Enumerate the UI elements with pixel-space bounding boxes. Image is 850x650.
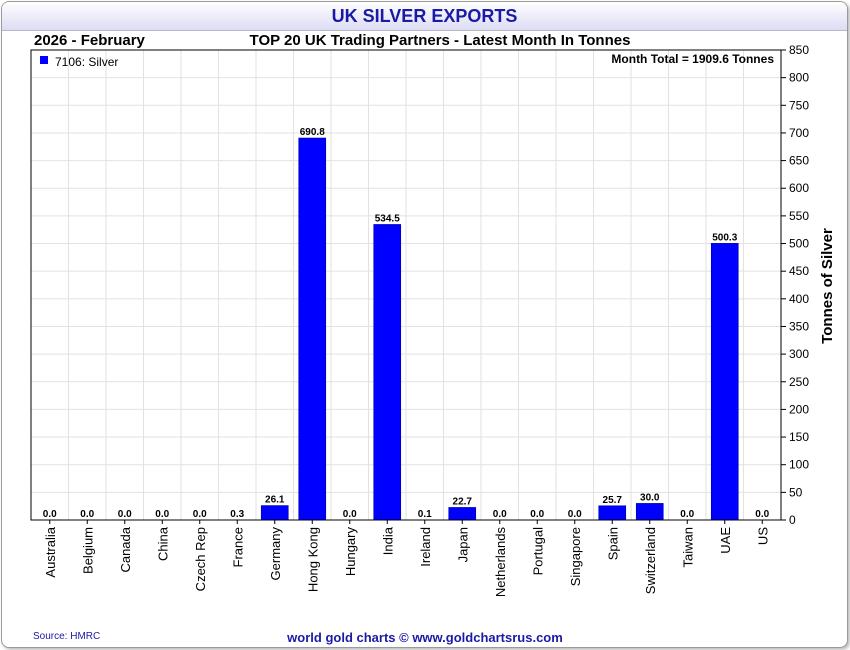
period-label: 2026 - February bbox=[34, 32, 145, 49]
y-tick-label: 500 bbox=[789, 237, 809, 251]
data-label: 500.3 bbox=[712, 232, 737, 243]
data-label: 0.0 bbox=[80, 509, 94, 520]
y-tick-label: 600 bbox=[789, 181, 809, 195]
data-label: 534.5 bbox=[375, 213, 400, 224]
y-axis-label: Tonnes of Silver bbox=[819, 228, 836, 344]
x-tick-label: Canada bbox=[118, 526, 133, 572]
data-label: 22.7 bbox=[453, 496, 473, 507]
data-label: 0.0 bbox=[680, 509, 694, 520]
x-tick-label: Ireland bbox=[418, 527, 433, 567]
data-label: 0.3 bbox=[230, 509, 244, 520]
x-tick-label: Hungary bbox=[343, 527, 358, 577]
legend-swatch bbox=[40, 56, 48, 64]
y-tick-label: 300 bbox=[789, 347, 809, 361]
y-tick-label: 350 bbox=[789, 319, 809, 333]
x-tick-label: Singapore bbox=[568, 527, 583, 586]
bar-uae bbox=[710, 243, 739, 521]
y-tick-label: 750 bbox=[789, 98, 809, 112]
x-tick-label: Germany bbox=[268, 527, 283, 581]
chart-subtitle: TOP 20 UK Trading Partners - Latest Mont… bbox=[249, 32, 631, 49]
y-tick-label: 50 bbox=[789, 485, 803, 499]
y-tick-label: 200 bbox=[789, 402, 809, 416]
y-tick-label: 400 bbox=[789, 292, 809, 306]
x-tick-label: Hong Kong bbox=[305, 527, 320, 592]
x-tick-label: Australia bbox=[43, 526, 58, 577]
y-tick-label: 0 bbox=[789, 513, 796, 527]
data-label: 0.0 bbox=[755, 509, 769, 520]
x-tick-label: Czech Rep bbox=[193, 527, 208, 591]
x-tick-label: Portugal bbox=[530, 527, 545, 576]
data-label: 0.0 bbox=[493, 509, 507, 520]
y-tick-label: 250 bbox=[789, 375, 809, 389]
y-tick-label: 800 bbox=[789, 71, 809, 85]
x-tick-label: US bbox=[755, 527, 770, 545]
data-label: 25.7 bbox=[603, 495, 623, 506]
data-label: 0.0 bbox=[43, 509, 57, 520]
y-tick-label: 700 bbox=[789, 126, 809, 140]
gridlines bbox=[31, 49, 781, 521]
x-tick-label: China bbox=[155, 526, 170, 561]
data-label: 0.0 bbox=[118, 509, 132, 520]
x-tick-label: UAE bbox=[718, 527, 733, 554]
data-label: 0.0 bbox=[343, 509, 357, 520]
x-tick-label: France bbox=[230, 527, 245, 567]
bar-series: 0.0 0.0 0.0 0.0 0.0 0.3 26.1 690.8 0.0 534.5 0.1 22… bbox=[43, 127, 770, 521]
title-bar: UK SILVER EXPORTS bbox=[2, 2, 847, 31]
chart-title: UK SILVER EXPORTS bbox=[331, 6, 518, 26]
data-label: 0.0 bbox=[193, 509, 207, 520]
x-tick-label: Spain bbox=[605, 527, 620, 560]
month-total-annotation: Month Total = 1909.6 Tonnes bbox=[611, 52, 774, 66]
bar-japan bbox=[448, 507, 477, 521]
data-label: 0.1 bbox=[418, 509, 432, 520]
data-label: 0.0 bbox=[155, 509, 169, 520]
y-tick-label: 450 bbox=[789, 264, 809, 278]
data-label: 0.0 bbox=[568, 509, 582, 520]
bar-india bbox=[373, 224, 402, 521]
plot-border bbox=[30, 49, 782, 521]
legend: 7106: Silver bbox=[40, 55, 118, 69]
bar-switzerland bbox=[635, 503, 664, 521]
x-tick-label: Netherlands bbox=[493, 527, 508, 598]
data-label: 0.0 bbox=[530, 509, 544, 520]
bar-germany bbox=[260, 505, 289, 521]
y-tick-label: 100 bbox=[789, 458, 809, 472]
y-tick-label: 150 bbox=[789, 430, 809, 444]
y-tick-label: 550 bbox=[789, 209, 809, 223]
x-tick-label: Taiwan bbox=[680, 527, 695, 567]
bar-spain bbox=[598, 505, 627, 521]
x-tick-label: India bbox=[380, 526, 395, 555]
footer-credit: world gold charts © www.goldchartsrus.co… bbox=[287, 630, 563, 645]
source-note: Source: HMRC bbox=[33, 631, 101, 642]
axes: 0 50 100 150 200 250 300 350 400 450 500 550 600 650 7… bbox=[30, 43, 809, 598]
y-tick-label: 650 bbox=[789, 154, 809, 168]
y-tick-label: 850 bbox=[789, 43, 809, 57]
legend-label: 7106: Silver bbox=[55, 55, 118, 69]
x-tick-label: Belgium bbox=[80, 527, 95, 574]
x-tick-label: Japan bbox=[455, 527, 470, 562]
data-label: 26.1 bbox=[265, 495, 285, 506]
x-tick-label: Switzerland bbox=[643, 527, 658, 594]
bar-hong-kong bbox=[298, 137, 327, 521]
data-label: 30.0 bbox=[640, 492, 660, 503]
data-label: 690.8 bbox=[300, 127, 325, 138]
